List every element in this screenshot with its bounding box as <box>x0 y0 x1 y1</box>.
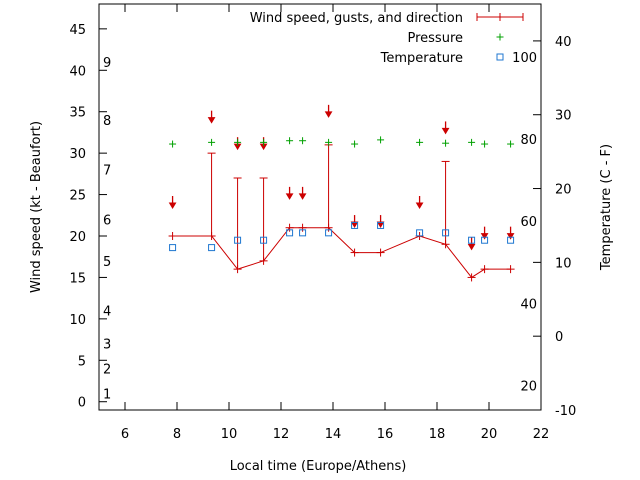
temperature-point <box>481 236 489 244</box>
wind-direction-arrowhead <box>324 111 333 118</box>
bottom-axis: 6 8 10 12 14 16 18 20 22 <box>121 4 549 442</box>
y-tick-label-right: 20 <box>555 183 572 198</box>
y-tick-label-left: 25 <box>69 189 86 204</box>
legend-label: Pressure <box>407 31 463 46</box>
fahrenheit-label: 20 <box>520 380 537 395</box>
temperature-point <box>234 236 242 244</box>
fahrenheit-label: 100 <box>512 51 537 66</box>
y-tick-label-left: 40 <box>69 64 86 79</box>
legend-label: Wind speed, gusts, and direction <box>250 11 463 26</box>
y-tick-label-left: 20 <box>69 230 86 245</box>
legend-label: Temperature <box>380 51 463 66</box>
beaufort-label: 8 <box>103 114 111 129</box>
wind-direction-arrowhead <box>415 202 424 209</box>
x-tick-label: 16 <box>377 427 394 442</box>
temperature-series <box>169 221 515 252</box>
wind-direction-arrowhead <box>441 127 450 135</box>
wind-direction-arrowhead <box>467 243 476 251</box>
x-tick-label: 20 <box>481 427 498 442</box>
fahrenheit-label: 60 <box>520 215 537 230</box>
temperature-point <box>299 229 307 237</box>
y-axis-label-left: Wind speed (kt - Beaufort) <box>29 121 44 293</box>
y-tick-label-right: 10 <box>555 256 572 271</box>
y-tick-label-right: 30 <box>555 109 572 124</box>
y-tick-label-right: 0 <box>555 330 563 345</box>
temperature-point <box>416 229 424 237</box>
pressure-series <box>169 136 515 148</box>
beaufort-label: 2 <box>103 363 111 378</box>
temperature-point <box>377 221 385 229</box>
y-tick-label-left: 10 <box>69 313 86 328</box>
temperature-point <box>442 229 450 237</box>
x-tick-label: 6 <box>121 427 129 442</box>
temperature-point <box>351 221 359 229</box>
wind-direction-arrowhead <box>506 233 515 240</box>
legend-temperature-marker <box>496 53 504 61</box>
y-axis-label-right: Temperature (C - F) <box>599 144 614 271</box>
y-tick-label-left: 0 <box>78 396 86 411</box>
x-axis-label: Local time (Europe/Athens) <box>230 459 407 474</box>
beaufort-label: 6 <box>103 213 111 228</box>
beaufort-labels: 1 2 3 4 5 6 7 8 9 <box>103 56 111 402</box>
wind-direction-arrowhead <box>298 193 307 200</box>
wind-speed-line <box>172 227 511 279</box>
wind-series <box>168 104 515 282</box>
left-axis: 0 5 10 15 20 25 30 35 40 45 <box>69 23 107 411</box>
wind-direction-arrowhead <box>285 193 294 200</box>
y-tick-label-left: 30 <box>69 147 86 162</box>
x-tick-label: 18 <box>429 427 446 442</box>
temperature-point <box>468 236 476 244</box>
fahrenheit-label: 40 <box>520 298 537 313</box>
temperature-point <box>169 244 177 252</box>
fahrenheit-label: 80 <box>520 133 537 148</box>
temperature-point <box>286 229 294 237</box>
x-tick-label: 12 <box>273 427 290 442</box>
wind-direction-arrowhead <box>168 202 177 209</box>
beaufort-label: 7 <box>103 164 111 179</box>
temperature-point <box>507 236 515 244</box>
beaufort-label: 4 <box>103 305 111 320</box>
beaufort-label: 9 <box>103 56 111 71</box>
beaufort-label: 1 <box>103 387 111 402</box>
fahrenheit-labels: 20 40 60 80 100 <box>512 51 537 394</box>
x-tick-label: 10 <box>221 427 238 442</box>
temperature-point <box>325 229 333 237</box>
temperature-point <box>260 236 268 244</box>
beaufort-label: 3 <box>103 338 111 353</box>
x-tick-label: 8 <box>173 427 181 442</box>
legend: Wind speed, gusts, and direction Pressure… <box>250 11 524 66</box>
y-tick-label-left: 45 <box>69 23 86 38</box>
temperature-point <box>208 244 216 252</box>
x-tick-label: 14 <box>325 427 342 442</box>
y-tick-label-left: 5 <box>78 354 86 369</box>
plot-frame <box>98 3 542 411</box>
right-axis: -10 0 10 20 30 40 <box>533 35 576 419</box>
y-tick-label-right: -10 <box>555 404 576 419</box>
y-tick-label-right: 40 <box>555 35 572 50</box>
wind-direction-arrowhead <box>207 117 216 124</box>
x-tick-label: 22 <box>533 427 550 442</box>
beaufort-label: 5 <box>103 255 111 270</box>
wind-direction-arrowhead <box>480 233 489 240</box>
y-tick-label-left: 35 <box>69 106 86 121</box>
y-tick-label-left: 15 <box>69 271 86 286</box>
